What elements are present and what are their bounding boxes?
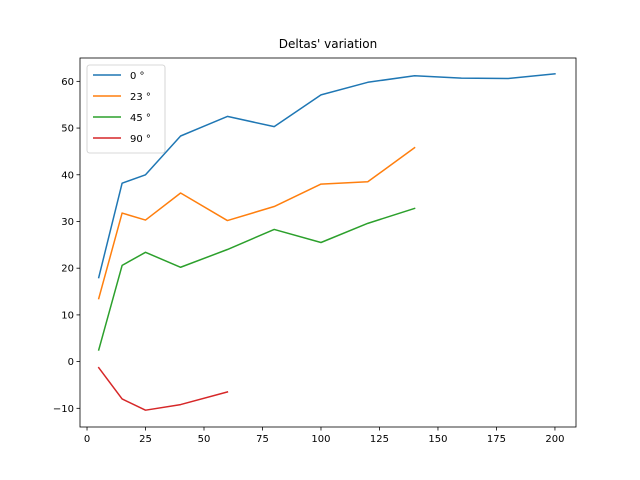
x-tick-label: 125 [370, 434, 389, 445]
y-tick-label: 20 [61, 264, 74, 275]
x-axis: 0 25 50 75 100 125 150 175 200 [84, 427, 564, 445]
x-tick-label: 50 [198, 434, 211, 445]
y-tick-label: 40 [61, 170, 74, 181]
y-tick-label: −10 [53, 404, 74, 415]
y-tick-label: 50 [61, 124, 74, 135]
y-tick-label: 0 [68, 357, 74, 368]
x-tick-label: 0 [84, 434, 90, 445]
y-tick-label: 10 [61, 310, 74, 321]
plot-area-frame [79, 57, 577, 428]
x-tick-label: 200 [545, 434, 564, 445]
legend-label-4: 90 ° [130, 134, 151, 145]
series-line-4 [97, 366, 229, 411]
legend-label-2: 23 ° [130, 92, 151, 103]
legend: 0 ° 23 ° 45 ° 90 ° [86, 64, 166, 154]
x-tick-label: 100 [311, 434, 330, 445]
legend-label-1: 0 ° [130, 71, 145, 82]
x-tick-label: 75 [256, 434, 269, 445]
series-line-1 [97, 73, 556, 279]
x-tick-label: 150 [428, 434, 447, 445]
legend-label-3: 45 ° [130, 113, 151, 124]
series-line-3 [97, 207, 416, 351]
y-tick-label: 30 [61, 217, 74, 228]
series-layer [97, 73, 556, 411]
series-line-2 [97, 146, 416, 300]
legend-box [86, 64, 166, 154]
chart-title: Deltas' variation [279, 37, 377, 51]
y-tick-label: 60 [61, 77, 74, 88]
x-tick-label: 175 [487, 434, 506, 445]
y-axis: −10 0 10 20 30 40 50 60 [53, 77, 80, 415]
x-tick-label: 25 [139, 434, 152, 445]
